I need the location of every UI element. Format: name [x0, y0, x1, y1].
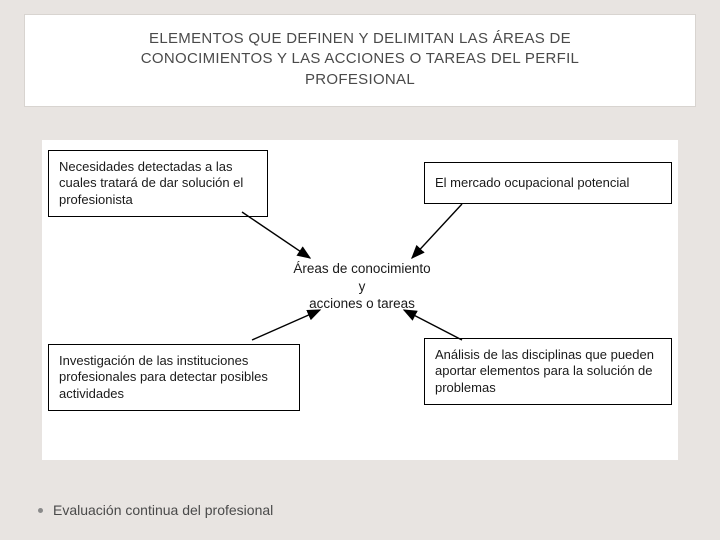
- bullet-text: Evaluación continua del profesional: [53, 502, 273, 518]
- center-line-1: Áreas de conocimiento: [272, 260, 452, 278]
- node-bottom-right: Análisis de las disciplinas que pueden a…: [424, 338, 672, 405]
- node-top-right-text: El mercado ocupacional potencial: [435, 175, 629, 190]
- node-bottom-left: Investigación de las instituciones profe…: [48, 344, 300, 411]
- page-title: ELEMENTOS QUE DEFINEN Y DELIMITAN LAS ÁR…: [85, 29, 635, 90]
- arrow-tr: [412, 204, 462, 258]
- bullet-item: Evaluación continua del profesional: [38, 502, 273, 518]
- arrow-bl: [252, 310, 320, 340]
- node-bottom-right-text: Análisis de las disciplinas que pueden a…: [435, 347, 654, 395]
- center-line-2: y: [272, 278, 452, 296]
- title-panel: ELEMENTOS QUE DEFINEN Y DELIMITAN LAS ÁR…: [24, 14, 696, 107]
- arrow-tl: [242, 212, 310, 258]
- node-top-left-text: Necesidades detectadas a las cuales trat…: [59, 159, 243, 207]
- diagram-container: Necesidades detectadas a las cuales trat…: [42, 140, 678, 460]
- arrow-br: [404, 310, 462, 340]
- center-label: Áreas de conocimiento y acciones o tarea…: [272, 260, 452, 313]
- node-top-right: El mercado ocupacional potencial: [424, 162, 672, 204]
- node-top-left: Necesidades detectadas a las cuales trat…: [48, 150, 268, 217]
- center-line-3: acciones o tareas: [272, 295, 452, 313]
- node-bottom-left-text: Investigación de las instituciones profe…: [59, 353, 268, 401]
- bullet-dot-icon: [38, 508, 43, 513]
